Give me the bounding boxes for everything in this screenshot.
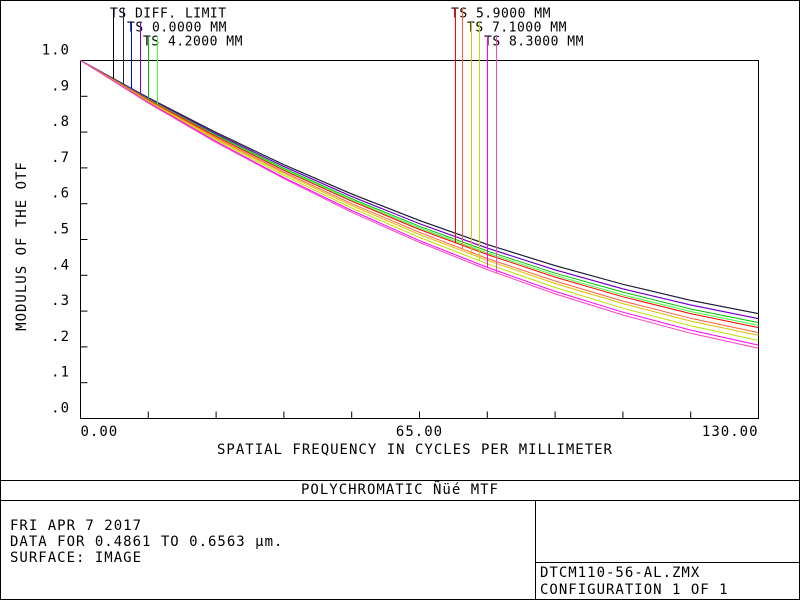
mtf-curve bbox=[80, 60, 759, 315]
legend-label: TS 8.3000 MM bbox=[484, 35, 584, 50]
legend-label: TS DIFF. LIMIT bbox=[110, 7, 227, 22]
info-text: FRI APR 7 2017 bbox=[10, 518, 142, 534]
y-tick-label: .5 bbox=[51, 222, 70, 238]
y-tick-label: .8 bbox=[51, 114, 70, 130]
info-text: DATA FOR 0.4861 TO 0.6563 µm. bbox=[10, 534, 283, 550]
y-axis-label: MODULUS OF THE OTF bbox=[14, 161, 30, 331]
file-text: CONFIGURATION 1 OF 1 bbox=[540, 582, 729, 598]
chart-title: POLYCHROMATIC Ñüé MTF bbox=[301, 481, 499, 498]
y-tick-label: .4 bbox=[51, 257, 70, 273]
y-tick-label: .9 bbox=[51, 78, 70, 94]
y-tick-label: .7 bbox=[51, 150, 70, 166]
y-tick-label: .0 bbox=[51, 401, 70, 417]
mtf-curve bbox=[80, 60, 759, 315]
legend-label: TS 5.9000 MM bbox=[451, 7, 551, 22]
info-text: SURFACE: IMAGE bbox=[10, 550, 142, 566]
x-tick-label: 65.00 bbox=[396, 424, 443, 440]
y-tick-label: .3 bbox=[51, 293, 70, 309]
mtf-curve bbox=[80, 60, 759, 349]
y-tick-label: .1 bbox=[51, 365, 70, 381]
mtf-curve bbox=[80, 60, 759, 341]
legend-label: TS 4.2000 MM bbox=[143, 35, 243, 50]
y-tick-label: 1.0 bbox=[42, 43, 70, 59]
mtf-curve bbox=[80, 60, 759, 329]
mtf-curve bbox=[80, 60, 759, 334]
mtf-curve bbox=[80, 60, 759, 346]
x-tick-label: 130.00 bbox=[702, 424, 759, 440]
mtf-curve bbox=[80, 60, 759, 336]
x-axis-label: SPATIAL FREQUENCY IN CYCLES PER MILLIMET… bbox=[217, 442, 613, 458]
file-text: DTCM110-56-AL.ZMX bbox=[540, 565, 700, 581]
plot-frame bbox=[80, 60, 759, 419]
mtf-curve bbox=[80, 60, 759, 320]
legend-label: TS 7.1000 MM bbox=[467, 21, 567, 36]
y-tick-label: .6 bbox=[51, 186, 70, 202]
y-tick-label: .2 bbox=[51, 329, 70, 345]
x-tick-label: 0.00 bbox=[81, 424, 119, 440]
mtf-curve bbox=[80, 60, 759, 326]
mtf-curve bbox=[80, 60, 759, 324]
mtf-curve bbox=[80, 60, 759, 320]
legend-label: TS 0.0000 MM bbox=[127, 21, 227, 36]
